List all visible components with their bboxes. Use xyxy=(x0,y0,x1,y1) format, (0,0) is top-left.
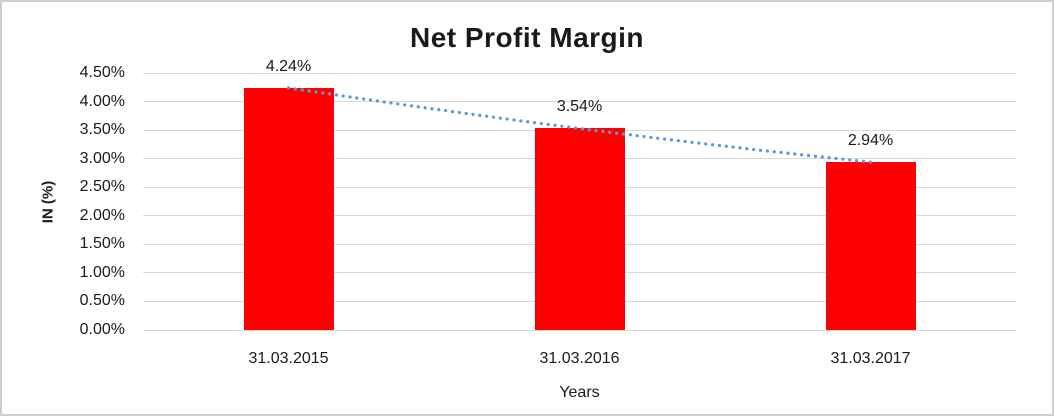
y-axis-tick-label: 1.50% xyxy=(79,235,125,253)
x-axis-title: Years xyxy=(559,384,600,401)
bar-31.03.2016 xyxy=(534,127,625,330)
gridline xyxy=(143,329,1016,331)
bar-data-label: 2.94% xyxy=(847,132,894,150)
y-axis-tick-label: 2.50% xyxy=(79,178,125,196)
x-axis-tick-label: 31.03.2017 xyxy=(830,350,911,367)
y-axis-tick-label: 3.00% xyxy=(79,149,125,167)
y-axis-tick-label: 1.00% xyxy=(79,263,125,281)
y-axis-tick-label: 4.50% xyxy=(79,64,125,81)
y-axis-tick-label: 0.00% xyxy=(79,321,125,338)
y-axis-tick-label: 2.00% xyxy=(79,206,125,224)
x-axis-tick-label: 31.03.2016 xyxy=(539,350,620,367)
bar-31.03.2017 xyxy=(825,162,916,330)
y-axis-tick-label: 3.50% xyxy=(79,121,125,139)
bar-data-label: 3.54% xyxy=(556,97,603,115)
chart-title: Net Profit Margin xyxy=(409,22,645,53)
bar-data-label: 4.24% xyxy=(265,57,312,75)
y-axis-tick-label: 0.50% xyxy=(79,292,125,310)
bar-31.03.2015 xyxy=(243,87,334,330)
x-axis-tick-label: 31.03.2015 xyxy=(248,350,329,367)
gridline xyxy=(143,72,1016,74)
y-axis-tick-label: 4.00% xyxy=(79,92,125,110)
